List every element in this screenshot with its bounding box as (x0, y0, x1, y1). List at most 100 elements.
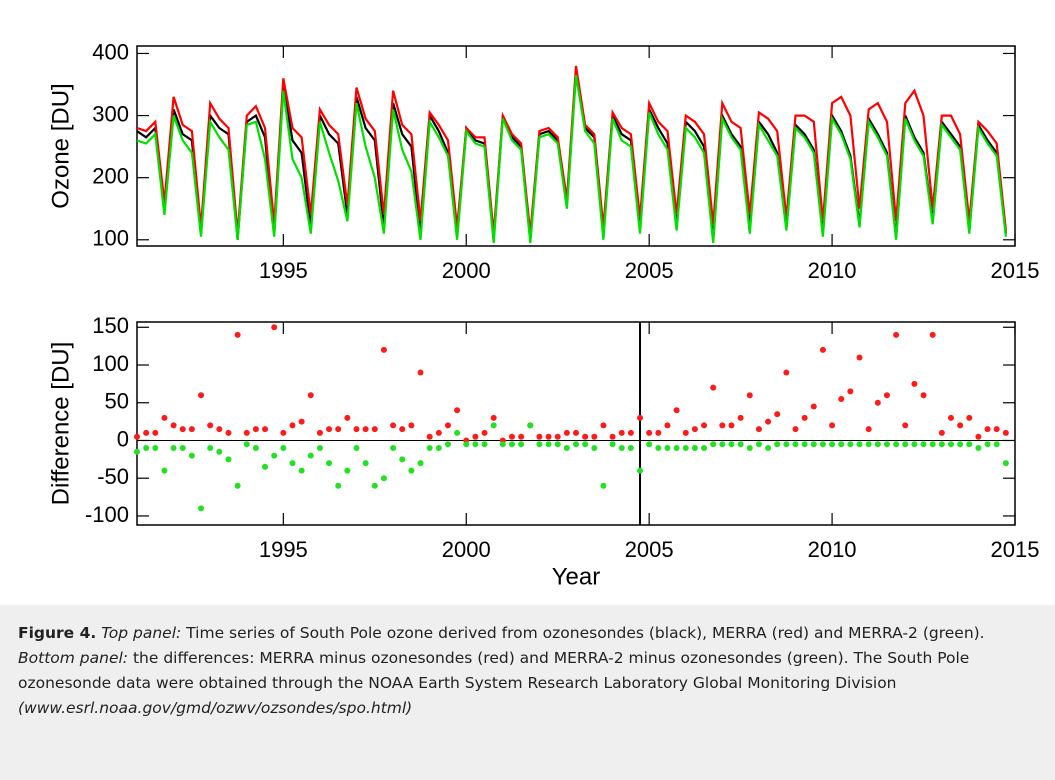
point (856, 441, 863, 448)
point (472, 441, 479, 448)
point (362, 460, 369, 467)
point (728, 441, 735, 448)
point (454, 407, 461, 414)
point (737, 414, 744, 421)
point (435, 445, 442, 452)
point (545, 433, 552, 440)
point (216, 448, 223, 455)
point (765, 418, 772, 425)
y-tick-label: -100 (85, 502, 129, 527)
figure: 100 200 300 400 1995 2000 2005 2010 2015 Ozone [D… (47, 39, 1040, 590)
point (280, 445, 287, 452)
point (746, 392, 753, 399)
point (874, 441, 881, 448)
point (316, 445, 323, 452)
x-tick-label: 1995 (259, 537, 308, 562)
point (170, 445, 177, 452)
point (609, 441, 616, 448)
point (298, 467, 305, 474)
point (216, 426, 223, 433)
point (198, 505, 205, 512)
point (399, 426, 406, 433)
point (710, 441, 717, 448)
x-tick-label: 2015 (991, 258, 1040, 283)
caption-top-label: Top panel: (101, 624, 182, 642)
point (801, 414, 808, 421)
point (353, 426, 360, 433)
x-axis-label: Year (552, 563, 601, 590)
point (710, 384, 717, 391)
point (673, 445, 680, 452)
point (426, 445, 433, 452)
point (536, 433, 543, 440)
point (792, 426, 799, 433)
point (673, 407, 680, 414)
point (161, 467, 168, 474)
y-tick-label: 200 (92, 163, 129, 188)
point (582, 441, 589, 448)
point (207, 445, 214, 452)
caption-url: (www.esrl.noaa.gov/gmd/ozwv/ozsondes/spo… (18, 699, 413, 717)
point (417, 460, 424, 467)
point (563, 429, 570, 436)
point (316, 429, 323, 436)
y-tick-label: -50 (97, 464, 129, 489)
point (893, 331, 900, 338)
point (152, 429, 159, 436)
point (289, 460, 296, 467)
point (938, 441, 945, 448)
point (993, 441, 1000, 448)
point (920, 441, 927, 448)
point (691, 445, 698, 452)
point (627, 445, 634, 452)
point (344, 414, 351, 421)
x-tick-label: 2010 (808, 537, 857, 562)
point (883, 441, 890, 448)
point (755, 426, 762, 433)
point (819, 346, 826, 353)
point (637, 467, 644, 474)
point (682, 445, 689, 452)
point (618, 445, 625, 452)
point (563, 445, 570, 452)
point (262, 463, 269, 470)
point (490, 414, 497, 421)
point (719, 422, 726, 429)
point (582, 433, 589, 440)
x-tick-label: 2010 (808, 258, 857, 283)
y-tick-label: 50 (105, 389, 129, 414)
point (143, 429, 150, 436)
point (874, 399, 881, 406)
point (637, 414, 644, 421)
y-tick-label: 150 (92, 313, 129, 338)
point (298, 418, 305, 425)
point (911, 441, 918, 448)
point (984, 426, 991, 433)
point (975, 433, 982, 440)
point (966, 441, 973, 448)
point (957, 422, 964, 429)
point (810, 441, 817, 448)
point (207, 422, 214, 429)
caption-bottom-label: Bottom panel: (18, 649, 129, 667)
y-tick-label: 0 (117, 426, 129, 451)
point (408, 422, 415, 429)
point (444, 422, 451, 429)
point (554, 441, 561, 448)
point (234, 331, 241, 338)
point (655, 429, 662, 436)
point (225, 456, 232, 463)
point (518, 441, 525, 448)
point (774, 441, 781, 448)
y-axis-label: Difference [DU] (47, 342, 74, 506)
point (545, 441, 552, 448)
point (646, 429, 653, 436)
point (719, 441, 726, 448)
point (490, 422, 497, 429)
point (179, 426, 186, 433)
point (170, 422, 177, 429)
point (271, 452, 278, 459)
point (252, 426, 259, 433)
point (765, 445, 772, 452)
